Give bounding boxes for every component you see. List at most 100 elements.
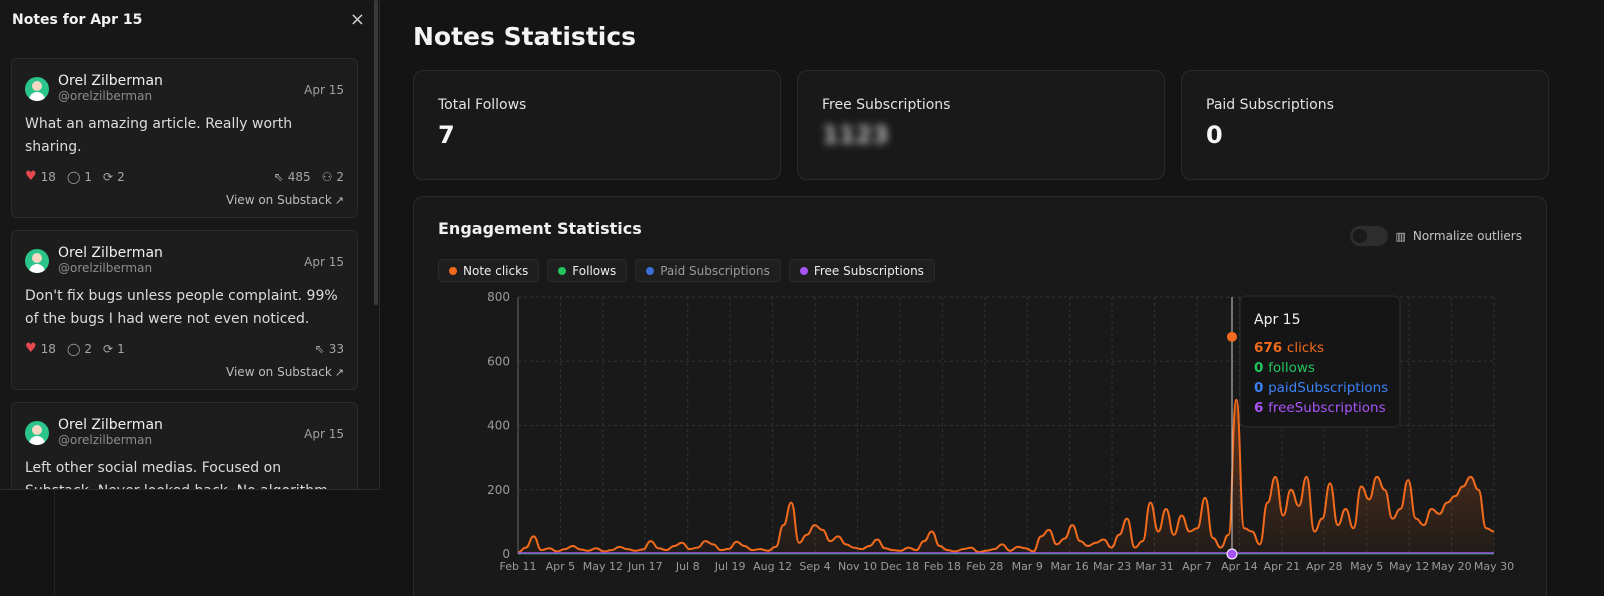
card-label: Total Follows xyxy=(438,97,527,113)
clicks-count: 485 xyxy=(287,169,311,184)
engagement-title: Engagement Statistics xyxy=(438,219,642,238)
note-card: Orel Zilberman @orelzilberman Apr 15 Wha… xyxy=(11,58,358,218)
x-tick-label: May 20 xyxy=(1431,560,1471,573)
view-on-substack-link[interactable]: View on Substack ↗ xyxy=(226,193,344,207)
legend-note-clicks[interactable]: Note clicks xyxy=(438,259,540,282)
cursor-icon: ⇖ xyxy=(273,169,284,184)
clicks-count: 33 xyxy=(328,341,344,356)
note-date: Apr 15 xyxy=(304,255,344,269)
note-card: Orel Zilberman @orelzilberman Apr 15 Don… xyxy=(11,230,358,390)
x-tick-label: Sep 4 xyxy=(799,560,830,573)
heart-icon: ♥ xyxy=(25,169,37,184)
legend-dot xyxy=(799,266,808,275)
tooltip-date: Apr 15 xyxy=(1254,312,1300,328)
paid-subscriptions-card: Paid Subscriptions 0 xyxy=(1181,70,1549,180)
x-tick-label: Apr 28 xyxy=(1306,560,1343,573)
page-title: Notes Statistics xyxy=(413,22,637,51)
avatar xyxy=(25,420,49,445)
free-subscriptions-card: Free Subscriptions 1123 xyxy=(797,70,1165,180)
x-tick-label: Mar 16 xyxy=(1051,560,1089,573)
note-date: Apr 15 xyxy=(304,83,344,97)
card-value: 1123 xyxy=(822,121,889,149)
users-icon: ⚇ xyxy=(321,169,333,184)
hover-point-clicks xyxy=(1227,331,1237,342)
likes-count: 18 xyxy=(40,341,56,356)
total-follows-card: Total Follows 7 xyxy=(413,70,781,180)
x-tick-label: Apr 21 xyxy=(1264,560,1301,573)
heart-icon: ♥ xyxy=(25,341,37,356)
divider xyxy=(54,490,55,596)
x-tick-label: Jun 17 xyxy=(627,560,663,573)
note-clicks-area xyxy=(518,399,1494,554)
external-link-icon: ↗ xyxy=(334,366,344,379)
legend-dot xyxy=(558,266,567,275)
note-date: Apr 15 xyxy=(304,427,344,441)
author-name: Orel Zilberman xyxy=(58,245,163,261)
x-tick-label: Mar 31 xyxy=(1135,560,1173,573)
y-tick-label: 600 xyxy=(487,354,510,368)
note-text: What an amazing article. Really worth sh… xyxy=(25,116,293,155)
comment-icon: ◯ xyxy=(66,341,81,356)
note-card: Orel Zilberman @orelzilberman Apr 15 Lef… xyxy=(11,402,358,489)
x-tick-label: Mar 23 xyxy=(1093,560,1131,573)
x-tick-label: Feb 18 xyxy=(924,560,961,573)
tooltip-row: 676 clicks xyxy=(1254,340,1324,356)
legend-free-subscriptions[interactable]: Free Subscriptions xyxy=(788,259,935,282)
x-tick-label: Feb 11 xyxy=(500,560,537,573)
normalize-outliers-control: ▥ Normalize outliers xyxy=(1350,226,1522,246)
avatar xyxy=(25,248,49,273)
comment-icon: ◯ xyxy=(66,169,81,184)
notes-panel-title: Notes for Apr 15 xyxy=(12,12,143,28)
external-link-icon: ↗ xyxy=(334,194,344,207)
normalize-outliers-toggle[interactable] xyxy=(1350,226,1389,246)
tooltip-box xyxy=(1239,295,1401,428)
legend-dot xyxy=(646,266,655,275)
y-tick-label: 800 xyxy=(487,290,510,304)
note-stats: ♥ 18 ◯ 2 ⟳ 1 ⇖ 33 xyxy=(25,341,344,356)
note-text: Left other social medias. Focused on Sub… xyxy=(25,460,328,489)
comments-count: 2 xyxy=(84,341,93,356)
card-value: 7 xyxy=(438,121,455,149)
likes-count: 18 xyxy=(40,169,56,184)
x-tick-label: Feb 28 xyxy=(966,560,1003,573)
legend-paid-subscriptions[interactable]: Paid Subscriptions xyxy=(635,259,781,282)
hover-point-free xyxy=(1226,548,1238,560)
notes-scrollbar[interactable] xyxy=(374,0,378,305)
x-tick-label: May 12 xyxy=(583,560,623,573)
restack-icon: ⟳ xyxy=(103,341,114,356)
view-on-substack-link[interactable]: View on Substack ↗ xyxy=(226,365,344,379)
legend-follows[interactable]: Follows xyxy=(547,259,628,282)
note-clicks-line xyxy=(517,398,1495,554)
cursor-icon: ⇖ xyxy=(314,341,325,356)
x-tick-label: May 12 xyxy=(1389,560,1429,573)
close-icon[interactable]: × xyxy=(349,9,365,30)
y-tick-label: 200 xyxy=(487,483,510,497)
card-label: Free Subscriptions xyxy=(822,97,951,113)
chart-legend: Note clicks Follows Paid Subscriptions F… xyxy=(438,259,935,282)
author-handle: @orelzilberman xyxy=(58,89,153,103)
tooltip-row: 0 follows xyxy=(1254,360,1315,376)
restack-icon: ⟳ xyxy=(103,169,114,184)
note-author[interactable]: Orel Zilberman @orelzilberman xyxy=(25,73,163,104)
author-name: Orel Zilberman xyxy=(58,73,163,89)
bar-chart-icon: ▥ xyxy=(1395,229,1406,243)
x-tick-label: Apr 5 xyxy=(546,560,576,573)
x-tick-label: Apr 7 xyxy=(1182,560,1212,573)
card-value: 0 xyxy=(1206,121,1223,149)
y-tick-label: 400 xyxy=(487,419,510,433)
notes-panel-header: Notes for Apr 15 × xyxy=(0,0,379,40)
note-author[interactable]: Orel Zilberman @orelzilberman xyxy=(25,417,163,448)
x-tick-label: Aug 12 xyxy=(753,560,792,573)
x-tick-label: Mar 9 xyxy=(1012,560,1043,573)
x-tick-label: Jul 19 xyxy=(714,560,746,573)
legend-dot xyxy=(449,266,457,275)
x-tick-label: May 5 xyxy=(1350,560,1383,573)
avatar xyxy=(25,76,49,101)
follows-count: 2 xyxy=(336,169,344,184)
y-tick-label: 0 xyxy=(502,547,510,561)
x-tick-label: Nov 10 xyxy=(838,560,877,573)
note-author[interactable]: Orel Zilberman @orelzilberman xyxy=(25,245,163,276)
tooltip-row: 6 freeSubscriptions xyxy=(1254,400,1386,416)
x-tick-label: Dec 18 xyxy=(881,560,920,573)
